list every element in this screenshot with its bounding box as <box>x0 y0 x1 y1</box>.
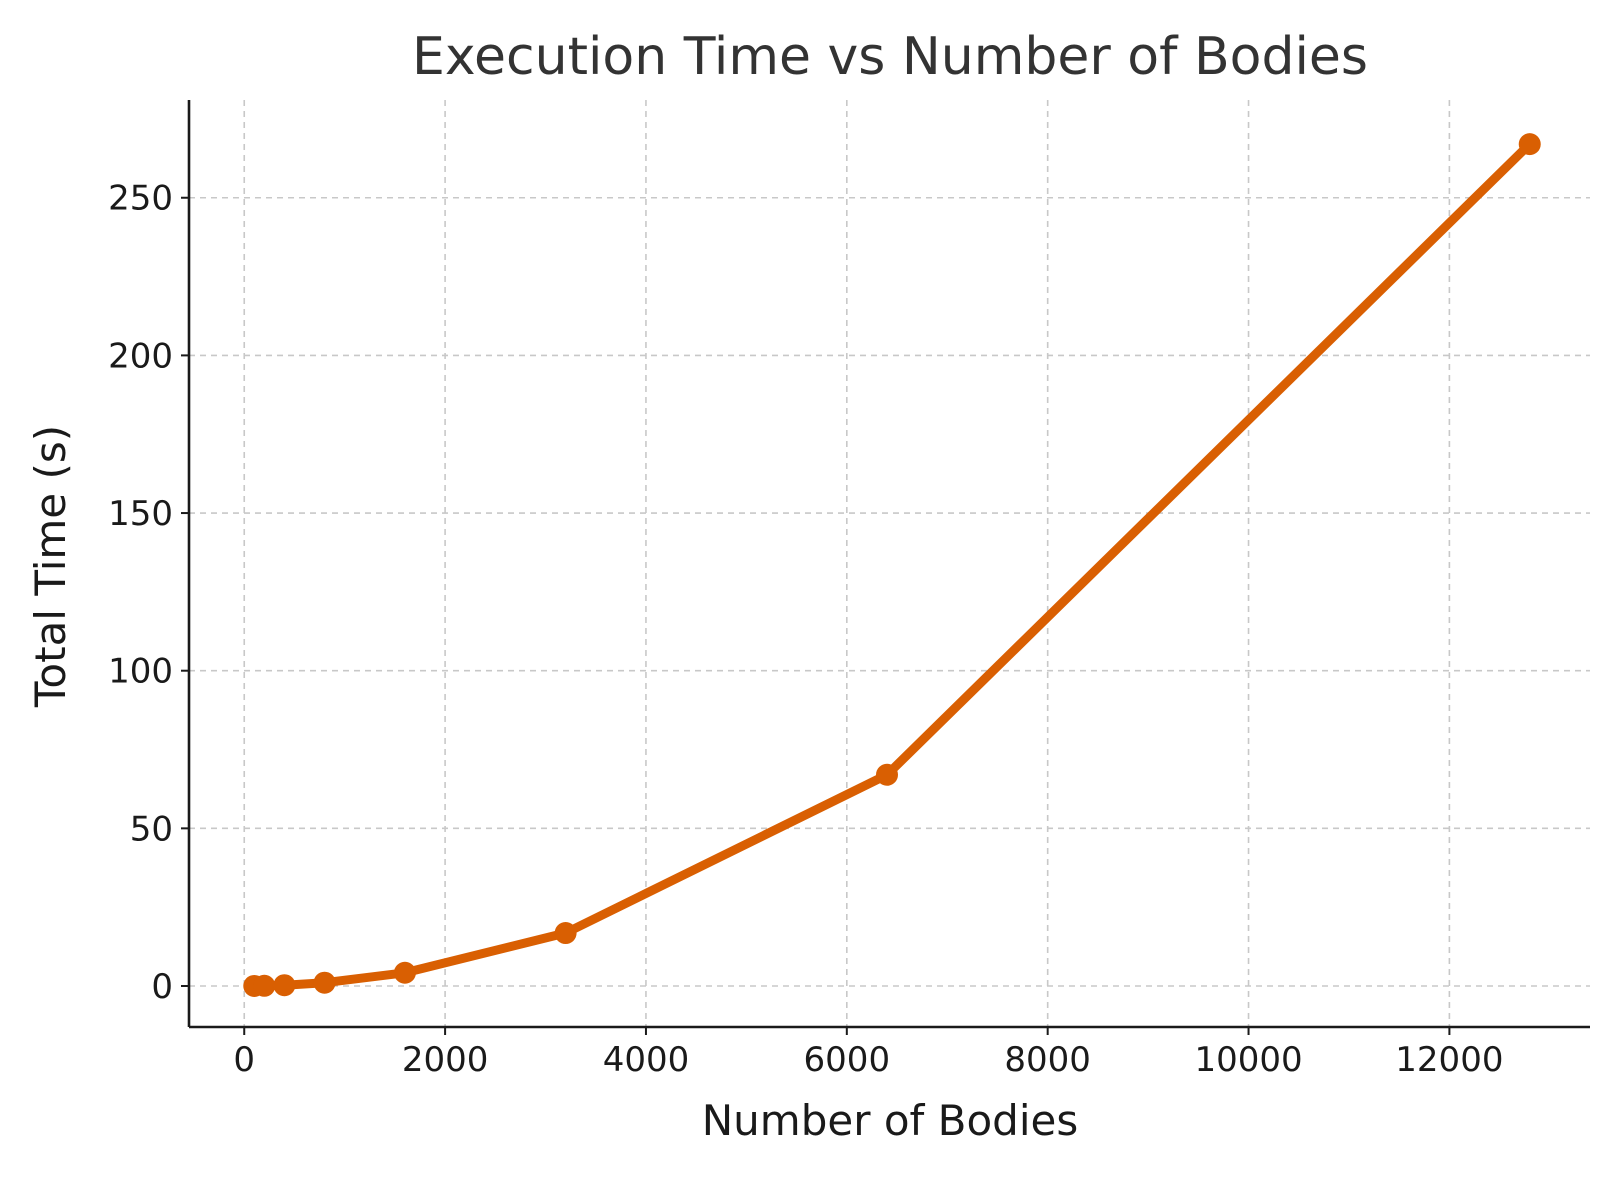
y-tick-label: 200 <box>108 336 173 376</box>
data-point <box>393 961 416 984</box>
x-tick-label: 4000 <box>603 1040 690 1080</box>
grid <box>189 100 1590 1027</box>
y-tick-label: 250 <box>108 179 173 219</box>
y-tick-label: 150 <box>108 494 173 534</box>
tick-labels: 0 2000 4000 6000 8000 10000 12000 0 50 100 150 200 2… <box>108 179 1503 1080</box>
data-point <box>554 922 577 945</box>
y-tick-label: 50 <box>130 809 173 849</box>
y-tick-label: 100 <box>108 652 173 692</box>
series <box>243 133 1541 997</box>
x-tick-label: 6000 <box>804 1040 891 1080</box>
data-point <box>313 971 336 994</box>
y-tick-label: 0 <box>151 967 173 1007</box>
y-axis-label: Total Time (s) <box>26 425 75 708</box>
data-point <box>875 763 898 786</box>
chart-title: Execution Time vs Number of Bodies <box>412 27 1368 87</box>
data-point <box>1518 133 1541 156</box>
x-tick-label: 2000 <box>402 1040 489 1080</box>
x-tick-label: 0 <box>233 1040 255 1080</box>
x-tick-label: 12000 <box>1395 1040 1503 1080</box>
x-tick-label: 10000 <box>1194 1040 1302 1080</box>
axes <box>187 100 1590 1029</box>
data-point <box>273 974 296 997</box>
data-point <box>253 974 276 997</box>
x-tick-label: 8000 <box>1004 1040 1091 1080</box>
x-axis-label: Number of Bodies <box>702 1096 1078 1145</box>
